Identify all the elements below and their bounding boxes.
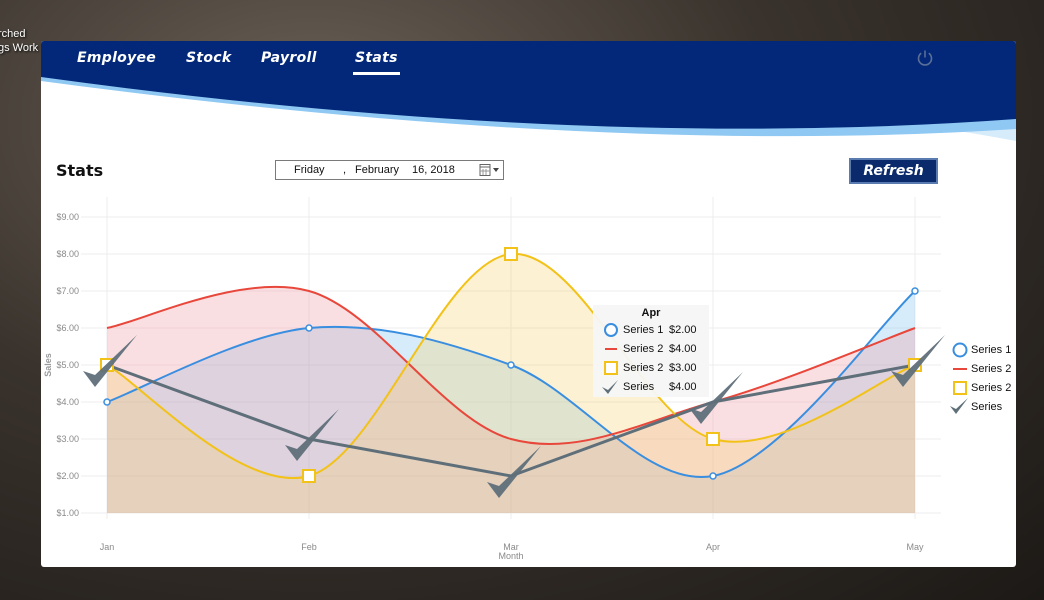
tooltip-series-name: Series 1: [623, 324, 664, 336]
series-line: [106, 285, 916, 446]
date-day[interactable]: Friday: [294, 164, 325, 176]
data-point: [83, 335, 137, 387]
y-tick-label: $8.00: [56, 249, 79, 259]
y-tick-label: $3.00: [56, 434, 79, 444]
legend-label: Series 2: [971, 363, 1012, 375]
data-point: [507, 361, 515, 369]
x-tick-label: Mar: [503, 542, 519, 552]
app-window: Employee Stock Payroll Stats Stats Frida…: [41, 41, 1016, 567]
data-point: [302, 469, 316, 483]
circle-marker-icon: [952, 342, 968, 358]
series-area: [107, 286, 915, 513]
tab-stock[interactable]: Stock: [186, 50, 232, 66]
data-point: [706, 432, 720, 446]
legend-item[interactable]: Series 2: [949, 379, 1015, 397]
tooltip-series-value: $2.00: [669, 324, 697, 336]
y-tick-label: $2.00: [56, 471, 79, 481]
date-picker[interactable]: Friday , February 16, 2018: [275, 160, 504, 180]
tooltip-series-value: $4.00: [669, 381, 697, 393]
calendar-dropdown-icon[interactable]: [479, 163, 501, 177]
tooltip-series-name: Series: [623, 381, 655, 393]
data-point: [305, 324, 313, 332]
legend-item[interactable]: Series: [949, 398, 1015, 416]
chart-markers: [83, 247, 945, 498]
x-tick-label: May: [906, 542, 924, 552]
legend-label: Series: [971, 401, 1003, 413]
y-tick-label: $7.00: [56, 286, 79, 296]
data-point: [891, 335, 945, 387]
tooltip-series-name: Series 2: [623, 343, 664, 355]
refresh-button[interactable]: Refresh: [849, 158, 938, 184]
date-day-year[interactable]: 16, 2018: [412, 164, 455, 176]
y-tick-label: $1.00: [56, 508, 79, 518]
tab-employee[interactable]: Employee: [77, 50, 157, 66]
square-marker-icon: [953, 381, 967, 395]
data-point: [103, 398, 111, 406]
y-axis-title: Sales: [43, 353, 53, 377]
data-point: [689, 372, 743, 424]
chart-labels: $1.00 $2.00 $3.00 $4.00 $5.00 $6.00 $7.00 $8.00…: [43, 212, 924, 561]
series-line: [106, 290, 916, 479]
tooltip-series-value: $4.00: [669, 343, 697, 355]
sales-chart: $1.00 $2.00 $3.00 $4.00 $5.00 $6.00 $7.00 $8.00…: [43, 197, 945, 561]
desktop-label-line1: rched: [0, 28, 26, 40]
main-nav: Employee Stock Payroll Stats: [41, 41, 1016, 81]
x-tick-label: Jan: [100, 542, 115, 552]
legend-item[interactable]: Series 1: [949, 341, 1015, 359]
data-point: [504, 247, 518, 261]
legend-label: Series 2: [971, 382, 1012, 394]
x-axis-title: Month: [498, 551, 523, 561]
page-title: Stats: [56, 161, 104, 180]
date-month[interactable]: February: [355, 164, 400, 176]
desktop-label-line2: gs Work: [0, 42, 39, 54]
series-area: [107, 253, 915, 513]
line-marker-icon: [953, 368, 967, 370]
tab-payroll[interactable]: Payroll: [261, 50, 317, 66]
tab-stats[interactable]: Stats: [353, 50, 400, 75]
tooltip-series-name: Series 2: [623, 362, 664, 374]
y-tick-label: $5.00: [56, 360, 79, 370]
power-icon[interactable]: [916, 49, 934, 67]
data-point: [487, 446, 541, 498]
data-point: [709, 472, 717, 480]
y-tick-label: $4.00: [56, 397, 79, 407]
tooltip-series-value: $3.00: [669, 362, 697, 374]
y-tick-label: $6.00: [56, 323, 79, 333]
chart-tooltip: Apr Series 1 $2.00 Series 2 $4.00 Series…: [593, 305, 709, 397]
line-marker-icon: [605, 348, 617, 350]
tooltip-title: Apr: [641, 307, 661, 319]
legend-label: Series 1: [971, 344, 1012, 356]
chart-areas: [107, 253, 915, 513]
x-tick-label: Feb: [301, 542, 317, 552]
check-marker-icon: [602, 380, 618, 394]
header-banner: [41, 41, 1016, 141]
x-tick-label: Apr: [706, 542, 720, 552]
circle-marker-icon: [604, 323, 618, 337]
desktop-icon-label[interactable]: rched gs Work: [0, 27, 38, 55]
date-separator: ,: [343, 164, 347, 176]
data-point: [285, 409, 339, 461]
data-point: [911, 287, 919, 295]
y-tick-label: $9.00: [56, 212, 79, 222]
series-area: [107, 291, 915, 513]
legend-item[interactable]: Series 2: [949, 360, 1015, 378]
check-marker-icon: [950, 398, 968, 414]
square-marker-icon: [604, 361, 618, 375]
